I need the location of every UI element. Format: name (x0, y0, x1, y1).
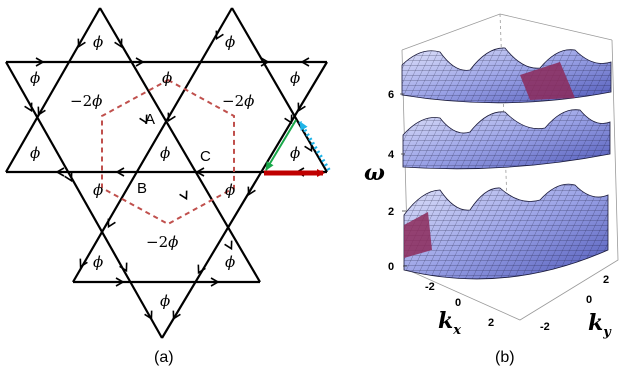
band-surface-shadow-patch (404, 212, 432, 258)
site-label-a: A (145, 111, 155, 128)
flux-phi-label: ϕ (290, 69, 300, 87)
bond-direction-arrow (24, 102, 33, 113)
site-label-c: C (200, 148, 211, 165)
bond-direction-arrow (139, 114, 148, 125)
bond-direction-arrow (119, 262, 128, 273)
bond-direction-arrow (284, 114, 293, 125)
bond-direction-arrow (115, 277, 125, 287)
kx-tick-2: 2 (488, 317, 494, 329)
band-surfaces (401, 47, 612, 280)
omega-axis-label: ω (364, 160, 385, 186)
bond-direction-arrow (167, 112, 176, 123)
bond-direction-arrow (107, 218, 116, 229)
omega-tick-4: 4 (388, 149, 395, 161)
bond-direction-arrow (135, 57, 145, 67)
band-surface-mesh (403, 109, 610, 169)
bond-direction-arrow (35, 57, 45, 67)
band-surface-mesh (402, 47, 611, 103)
flux-phi-label: ϕ (93, 181, 103, 199)
kagome-lattice (5, 7, 328, 339)
flux-phi-label: ϕ (93, 253, 103, 271)
bond-direction-arrow (144, 310, 153, 321)
flux-phi-label: ϕ (160, 292, 170, 310)
bond-direction-arrow (114, 38, 123, 49)
kx-axis-label: kx (438, 308, 461, 338)
bond-direction-arrow (55, 167, 65, 177)
unit-cell-hexagon (101, 78, 235, 226)
lattice-bond-line (99, 7, 261, 283)
caption-a: (a) (154, 349, 174, 366)
bond-direction-arrow (300, 57, 310, 67)
green-translation-arrow (265, 119, 297, 171)
site-label-b: B (137, 180, 147, 197)
bond-direction-arrow (172, 310, 181, 321)
bond-direction-arrow (179, 190, 188, 201)
hex-flux-label-left: −2ϕ (70, 92, 102, 110)
kx-tick-0: 0 (455, 297, 461, 309)
omega-tick-marks (400, 93, 407, 267)
bond-direction-arrow (224, 240, 233, 251)
ky-axis-label: ky (588, 310, 612, 340)
hex-flux-label-right: −2ϕ (222, 92, 254, 110)
band-surface-shadow-patch (520, 62, 575, 100)
bond-direction-arrow (64, 172, 73, 183)
band-surface-mesh (404, 184, 608, 279)
bond-direction-arrow (260, 57, 270, 67)
flux-phi-label: ϕ (225, 253, 235, 271)
flux-phi-label: ϕ (93, 33, 103, 51)
ky-tick-neg2: -2 (540, 321, 550, 333)
panel-a: ϕ ϕ ϕ ϕ ϕ ϕ ϕ ϕ ϕ ϕ ϕ ϕ ϕ −2ϕ −2ϕ −2ϕ A B C (a) (5, 7, 331, 366)
lattice-bond-line (5, 7, 101, 173)
bond-direction-arrow (37, 106, 46, 117)
plot-box (401, 13, 619, 321)
flux-phi-label: ϕ (225, 33, 235, 51)
flux-phi-label: ϕ (290, 144, 300, 162)
flux-phi-label: ϕ (30, 144, 40, 162)
cyan-dotted-arrow (298, 121, 331, 171)
hex-flux-label-bottom: −2ϕ (146, 233, 178, 251)
omega-tick-6: 6 (388, 89, 394, 101)
bond-direction-arrow (197, 264, 206, 275)
caption-b: (b) (495, 349, 515, 366)
bond-direction-arrow (195, 167, 205, 177)
flux-phi-label: ϕ (160, 144, 170, 162)
bond-direction-arrow (210, 277, 220, 287)
bond-direction-arrow (215, 30, 224, 41)
ky-tick-2: 2 (603, 274, 609, 286)
omega-tick-2: 2 (388, 206, 394, 218)
bond-direction-arrow (115, 167, 125, 177)
lattice-bond-line (72, 7, 233, 283)
flux-phi-label: ϕ (30, 69, 40, 87)
flux-phi-label: ϕ (225, 181, 235, 199)
bond-direction-arrow (304, 142, 313, 153)
panel-b: 6 4 2 0 ω -2 0 2 kx -2 0 2 ky (b) (364, 13, 619, 366)
ky-tick-0: 0 (586, 294, 592, 306)
bond-direction-arrow (77, 38, 86, 49)
omega-tick-0: 0 (388, 261, 394, 273)
bond-direction-arrow (247, 186, 256, 197)
flux-labels: ϕ ϕ ϕ ϕ ϕ ϕ ϕ ϕ ϕ ϕ ϕ ϕ ϕ (30, 33, 300, 310)
bond-direction-arrow (297, 102, 306, 113)
lattice-bond-line (161, 61, 328, 339)
flux-phi-label: ϕ (162, 69, 172, 87)
kx-tick-neg2: -2 (425, 281, 435, 293)
bond-direction-arrow (79, 258, 88, 269)
